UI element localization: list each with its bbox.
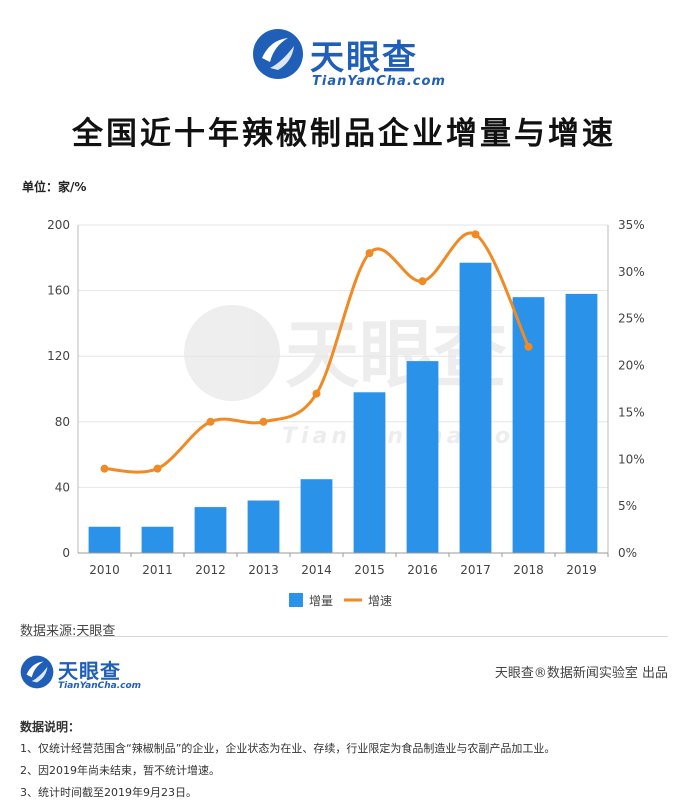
growth-rate-point — [259, 417, 268, 426]
bar — [88, 526, 121, 553]
x-tick-label: 2011 — [142, 563, 173, 577]
legend-label: 增量 — [309, 594, 333, 608]
y-left-tick-label: 160 — [47, 284, 70, 298]
x-tick-label: 2018 — [513, 563, 544, 577]
growth-rate-point — [365, 249, 374, 258]
y-right-tick-label: 30% — [618, 265, 645, 279]
x-tick-label: 2014 — [301, 563, 332, 577]
y-right-tick-label: 5% — [618, 499, 637, 513]
bar — [459, 262, 492, 553]
bar — [141, 526, 174, 553]
combo-chart: 天眼查 TianYanCha.com 040801201602000%5%10%… — [47, 218, 645, 608]
growth-rate-point — [312, 389, 321, 398]
footer-brand-domain: TianYanCha.com — [58, 681, 142, 691]
note-item: 3、统计时间截至2019年9月23日。 — [20, 786, 197, 799]
y-left-tick-label: 40 — [55, 480, 70, 494]
footer-brand-name: 天眼查 — [58, 659, 121, 683]
y-left-tick-label: 200 — [47, 218, 70, 232]
page-title: 全国近十年辣椒制品企业增量与增速 — [72, 116, 616, 152]
y-right-tick-label: 20% — [618, 359, 645, 373]
x-tick-label: 2017 — [460, 563, 491, 577]
bar — [353, 392, 386, 553]
note-item: 2、因2019年尚未结束，暂不统计增速。 — [20, 764, 220, 777]
bar — [565, 293, 598, 553]
growth-rate-point — [471, 230, 480, 239]
x-tick-label: 2016 — [407, 563, 438, 577]
y-right-tick-label: 35% — [618, 218, 645, 232]
tianyancha-logo-icon — [253, 29, 303, 79]
bar — [247, 500, 280, 553]
header-brand-domain: TianYanCha.com — [312, 74, 446, 89]
growth-rate-point — [418, 277, 427, 286]
header-logo: 天眼查 TianYanCha.com — [0, 28, 688, 92]
bar — [406, 361, 439, 553]
y-left-tick-label: 120 — [47, 349, 70, 363]
growth-rate-point — [206, 417, 215, 426]
growth-rate-point — [524, 342, 533, 351]
bar — [512, 297, 545, 553]
notes-title: 数据说明： — [20, 720, 81, 734]
watermark-logo-icon — [184, 305, 280, 401]
y-left-tick-label: 80 — [55, 415, 70, 429]
tianyancha-logo-icon — [20, 655, 54, 689]
divider — [20, 636, 668, 637]
x-tick-label: 2012 — [195, 563, 226, 577]
growth-rate-line — [104, 231, 530, 474]
y-right-tick-label: 0% — [618, 546, 637, 560]
x-tick-label: 2015 — [354, 563, 385, 577]
y-right-tick-label: 15% — [618, 405, 645, 419]
x-tick-label: 2019 — [566, 563, 597, 577]
credit-text: 天眼查®数据新闻实验室 出品 — [494, 666, 668, 681]
x-tick-label: 2013 — [248, 563, 279, 577]
data-notes: 数据说明： 1、仅统计经营范围含“辣椒制品”的企业，企业状态为在业、存续，行业限… — [20, 716, 670, 804]
bar — [194, 507, 227, 553]
x-tick-label: 2010 — [89, 563, 120, 577]
unit-label: 单位：家/% — [22, 180, 87, 194]
growth-rate-point — [100, 464, 109, 473]
note-item: 1、仅统计经营范围含“辣椒制品”的企业，企业状态为在业、存续，行业限定为食品制造… — [20, 742, 556, 755]
y-right-tick-label: 10% — [618, 452, 645, 466]
data-source: 数据来源:天眼查 — [20, 624, 116, 639]
y-left-tick-label: 0 — [62, 546, 70, 560]
legend-label: 增速 — [368, 594, 392, 608]
growth-rate-point — [153, 464, 162, 473]
legend-swatch-bar — [289, 593, 303, 607]
bar — [300, 479, 333, 553]
footer-logo: 天眼查 TianYanCha.com — [20, 655, 180, 695]
y-right-tick-label: 25% — [618, 312, 645, 326]
header-brand-name: 天眼查 — [310, 38, 418, 78]
